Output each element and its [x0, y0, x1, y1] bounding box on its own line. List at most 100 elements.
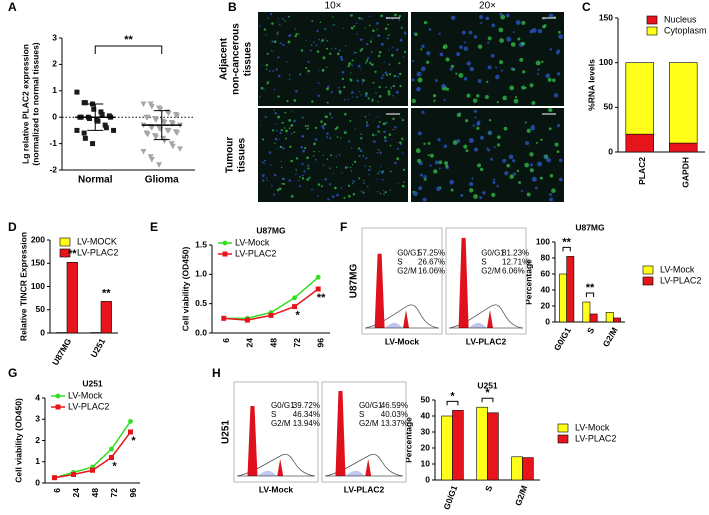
cell-dot: [432, 94, 437, 98]
y-tick-label: 0: [608, 146, 613, 156]
cell-dot: [433, 99, 436, 102]
cell-dot: [350, 72, 352, 74]
cell-dot: [376, 22, 379, 25]
legend-swatch: [59, 237, 71, 247]
gate-phase: G0/G1: [397, 249, 421, 258]
cell-dot: [474, 116, 477, 119]
cell-dot: [320, 120, 323, 123]
y-tick-label: 30: [421, 426, 431, 436]
y-tick-label: 1.5: [195, 239, 207, 249]
x-tick-label: 72: [292, 338, 302, 348]
cell-dot: [341, 77, 344, 81]
cell-dot: [466, 93, 471, 98]
legend-marker: [222, 240, 228, 246]
row-label: non-cancerous: [231, 23, 242, 95]
cell-dot: [376, 152, 378, 154]
cell-dot: [376, 125, 380, 129]
cell-dot: [352, 96, 354, 98]
cell-dot: [365, 92, 368, 95]
cell-dot: [534, 186, 538, 190]
gate-phase: G0/G1: [359, 401, 383, 410]
cell-dot: [368, 24, 371, 27]
cell-dot: [428, 28, 432, 31]
cell-dot: [259, 96, 261, 98]
gate-percent: 46.59%: [381, 401, 408, 410]
bar-segment: [625, 133, 654, 153]
gate-percent: 16.06%: [418, 267, 445, 276]
cell-dot: [558, 34, 564, 39]
cell-dot: [284, 111, 287, 114]
cell-dot: [482, 191, 486, 195]
cell-dot: [486, 80, 489, 84]
significance-label: *: [131, 435, 136, 447]
cell-dot: [350, 147, 353, 150]
cell-dot: [326, 40, 328, 42]
cell-dot: [366, 59, 369, 62]
cell-dot: [288, 127, 291, 130]
cell-dot: [390, 87, 393, 89]
data-point: [81, 130, 87, 136]
cell-dot: [324, 177, 328, 181]
cell-dot: [438, 167, 441, 170]
x-tick-label: 72: [109, 488, 119, 498]
data-point: [174, 113, 181, 119]
cell-dot: [358, 154, 361, 158]
cell-dot: [311, 100, 314, 103]
cell-dot: [423, 175, 427, 179]
cell-dot: [535, 60, 541, 66]
cell-dot: [542, 24, 546, 29]
cell-dot: [469, 66, 475, 72]
cell-dot: [526, 128, 531, 133]
g1-peak: [335, 391, 346, 476]
data-point: [128, 418, 133, 424]
cell-dot: [473, 194, 478, 199]
cell-dot: [529, 83, 534, 88]
cell-dot: [273, 88, 276, 91]
cell-dot: [427, 141, 431, 145]
cell-dot: [471, 177, 474, 180]
cell-dot: [399, 141, 402, 145]
cell-dot: [545, 73, 551, 79]
cell-dot: [441, 83, 446, 89]
cell-dot: [290, 132, 293, 135]
cell-dot: [521, 85, 526, 90]
cell-dot: [313, 142, 316, 146]
data-point: [144, 131, 151, 138]
cell-dot: [326, 136, 328, 139]
cell-dot: [273, 193, 276, 196]
cell-dot: [347, 64, 350, 68]
cell-dot: [326, 87, 329, 91]
y-axis-label: Cell viability (OD450): [13, 398, 23, 483]
cell-dot: [415, 148, 421, 154]
plot-label: LV-Mock: [385, 336, 420, 346]
cell-dot: [271, 22, 273, 24]
cell-dot: [343, 196, 346, 199]
cell-dot: [291, 110, 293, 113]
cell-dot: [262, 179, 265, 182]
cell-dot: [360, 68, 362, 70]
cell-dot: [414, 32, 418, 37]
cell-dot: [423, 142, 426, 145]
cell-dot: [382, 74, 385, 77]
cell-dot: [333, 186, 337, 190]
cell-dot: [370, 51, 373, 53]
cell-dot: [392, 94, 395, 97]
cell-dot: [502, 95, 508, 101]
y-tick-label: 0: [425, 474, 430, 484]
y-tick-label: 100: [536, 236, 550, 246]
histogram-frame: [445, 227, 527, 335]
cell-dot: [361, 78, 364, 82]
cell-dot: [261, 63, 263, 65]
cell-dot: [326, 101, 329, 104]
cell-dot: [403, 31, 407, 34]
bar: [559, 273, 567, 323]
cell-dot: [290, 195, 294, 198]
cell-dot: [416, 86, 421, 92]
cell-dot: [381, 178, 384, 181]
cell-dot: [379, 131, 381, 133]
data-point: [82, 100, 88, 106]
cell-dot: [338, 49, 341, 52]
cell-dot: [351, 64, 353, 67]
cell-dot: [359, 49, 363, 52]
cell-dot: [271, 129, 275, 132]
